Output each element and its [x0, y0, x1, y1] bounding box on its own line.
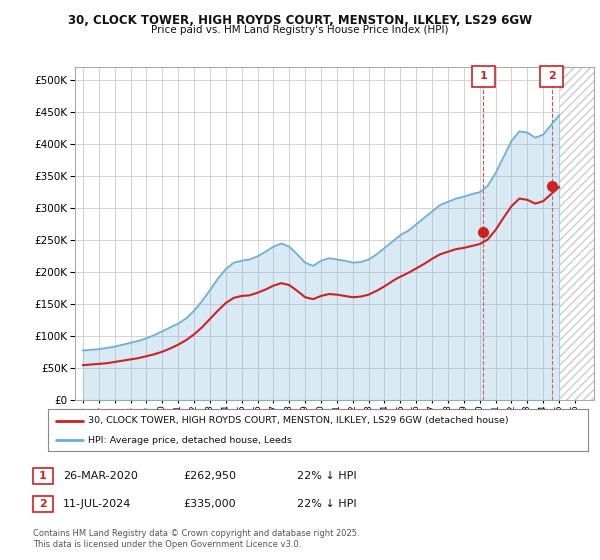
Text: 2: 2	[39, 499, 47, 509]
Text: 2: 2	[548, 71, 556, 81]
Text: Contains HM Land Registry data © Crown copyright and database right 2025.
This d: Contains HM Land Registry data © Crown c…	[33, 529, 359, 549]
Text: 22% ↓ HPI: 22% ↓ HPI	[297, 499, 356, 509]
Text: 30, CLOCK TOWER, HIGH ROYDS COURT, MENSTON, ILKLEY, LS29 6GW (detached house): 30, CLOCK TOWER, HIGH ROYDS COURT, MENST…	[89, 416, 509, 425]
Text: 1: 1	[479, 71, 487, 81]
FancyBboxPatch shape	[472, 66, 495, 87]
FancyBboxPatch shape	[540, 66, 563, 87]
Text: Price paid vs. HM Land Registry's House Price Index (HPI): Price paid vs. HM Land Registry's House …	[151, 25, 449, 35]
Text: 1: 1	[39, 471, 47, 481]
Text: 11-JUL-2024: 11-JUL-2024	[63, 499, 131, 509]
Text: £335,000: £335,000	[183, 499, 236, 509]
Text: 30, CLOCK TOWER, HIGH ROYDS COURT, MENSTON, ILKLEY, LS29 6GW: 30, CLOCK TOWER, HIGH ROYDS COURT, MENST…	[68, 14, 532, 27]
Text: 26-MAR-2020: 26-MAR-2020	[63, 471, 138, 481]
Text: 22% ↓ HPI: 22% ↓ HPI	[297, 471, 356, 481]
Text: £262,950: £262,950	[183, 471, 236, 481]
Text: HPI: Average price, detached house, Leeds: HPI: Average price, detached house, Leed…	[89, 436, 292, 445]
